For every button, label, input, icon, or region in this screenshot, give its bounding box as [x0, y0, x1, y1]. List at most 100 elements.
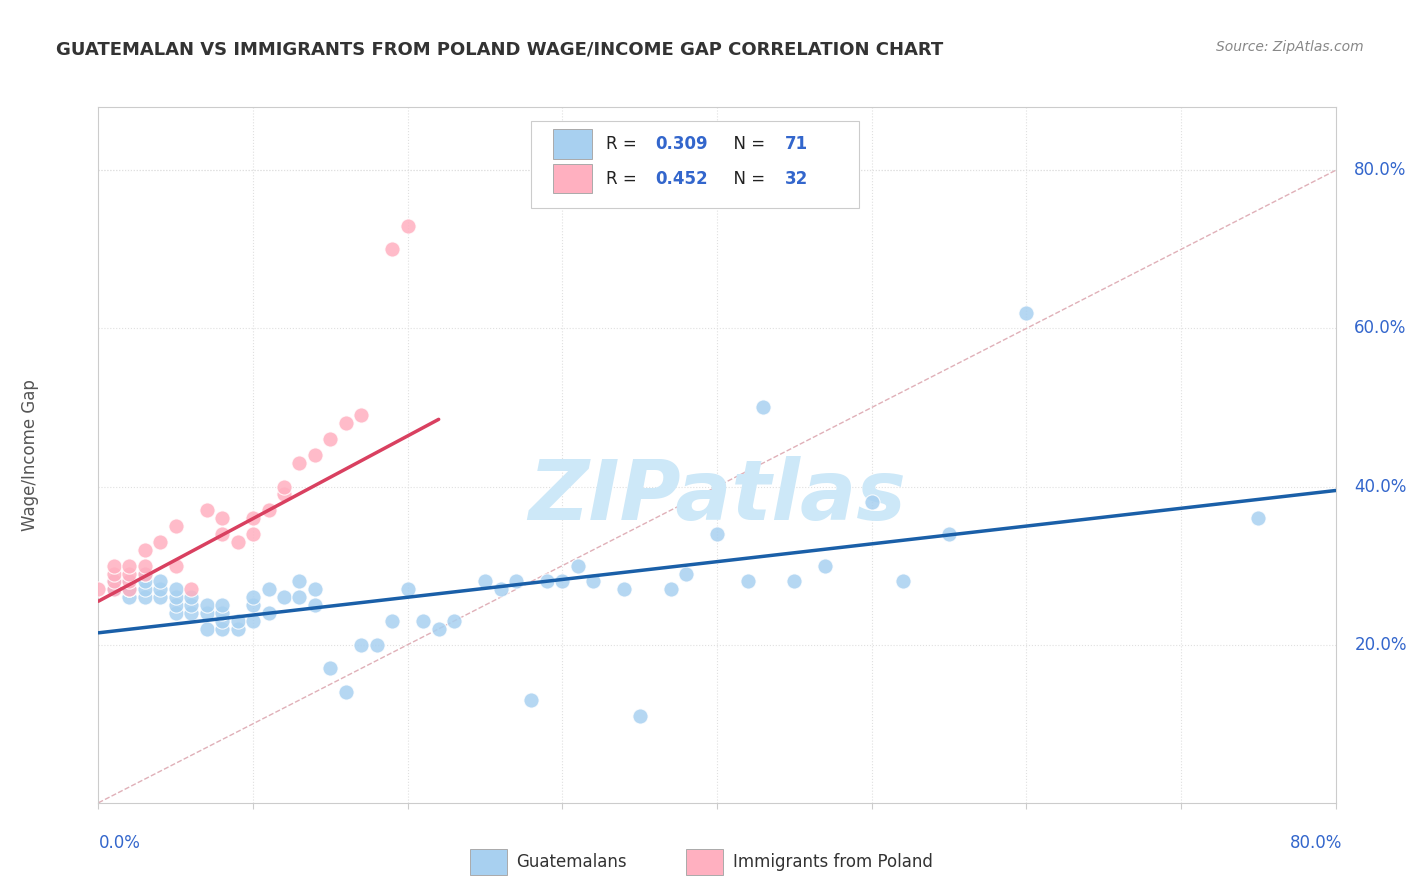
- Point: [551, 574, 574, 589]
- Bar: [470, 848, 506, 875]
- Point: [474, 574, 496, 589]
- Point: [118, 582, 141, 597]
- Point: [366, 638, 388, 652]
- Point: [211, 622, 233, 636]
- Point: [87, 582, 110, 597]
- Point: [180, 582, 202, 597]
- Point: [242, 598, 264, 612]
- Point: [195, 503, 218, 517]
- Text: GUATEMALAN VS IMMIGRANTS FROM POLAND WAGE/INCOME GAP CORRELATION CHART: GUATEMALAN VS IMMIGRANTS FROM POLAND WAG…: [56, 40, 943, 58]
- Text: 0.0%: 0.0%: [98, 834, 141, 852]
- Point: [335, 417, 357, 431]
- Point: [628, 708, 651, 723]
- Point: [335, 685, 357, 699]
- Point: [242, 591, 264, 605]
- Point: [103, 582, 125, 597]
- Point: [412, 614, 434, 628]
- Point: [118, 591, 141, 605]
- Point: [165, 558, 187, 573]
- Text: Immigrants from Poland: Immigrants from Poland: [733, 853, 934, 871]
- Text: Wage/Income Gap: Wage/Income Gap: [21, 379, 39, 531]
- Bar: [553, 164, 592, 194]
- Text: R =: R =: [606, 135, 641, 153]
- Point: [134, 574, 156, 589]
- Point: [134, 558, 156, 573]
- Point: [226, 534, 249, 549]
- Point: [288, 456, 311, 470]
- Point: [195, 622, 218, 636]
- Point: [520, 693, 543, 707]
- Point: [118, 582, 141, 597]
- Point: [273, 479, 295, 493]
- Point: [938, 527, 960, 541]
- Point: [149, 582, 172, 597]
- Point: [1247, 511, 1270, 525]
- Point: [273, 591, 295, 605]
- Point: [257, 582, 280, 597]
- Point: [257, 606, 280, 620]
- Text: 40.0%: 40.0%: [1354, 477, 1406, 496]
- Point: [103, 582, 125, 597]
- Point: [165, 591, 187, 605]
- Point: [165, 582, 187, 597]
- Point: [180, 591, 202, 605]
- Text: ZIPatlas: ZIPatlas: [529, 456, 905, 537]
- Text: N =: N =: [723, 169, 770, 187]
- Point: [211, 606, 233, 620]
- Text: 71: 71: [785, 135, 808, 153]
- Point: [118, 582, 141, 597]
- Point: [1015, 305, 1038, 319]
- Text: 0.309: 0.309: [655, 135, 707, 153]
- Point: [350, 638, 373, 652]
- Point: [134, 566, 156, 581]
- Point: [149, 574, 172, 589]
- Point: [211, 511, 233, 525]
- Point: [118, 574, 141, 589]
- Point: [489, 582, 512, 597]
- Point: [165, 606, 187, 620]
- Point: [381, 243, 404, 257]
- Point: [242, 511, 264, 525]
- FancyBboxPatch shape: [531, 121, 859, 208]
- Point: [752, 401, 775, 415]
- Point: [242, 527, 264, 541]
- Point: [814, 558, 837, 573]
- Point: [226, 622, 249, 636]
- Point: [613, 582, 636, 597]
- Point: [118, 574, 141, 589]
- Point: [505, 574, 527, 589]
- Point: [582, 574, 605, 589]
- Point: [257, 503, 280, 517]
- Point: [211, 598, 233, 612]
- Point: [180, 606, 202, 620]
- Point: [536, 574, 558, 589]
- Point: [103, 574, 125, 589]
- Text: Guatemalans: Guatemalans: [516, 853, 627, 871]
- Text: 80.0%: 80.0%: [1354, 161, 1406, 179]
- Point: [304, 448, 326, 462]
- Point: [149, 591, 172, 605]
- Point: [103, 566, 125, 581]
- Point: [737, 574, 759, 589]
- Point: [659, 582, 682, 597]
- Text: R =: R =: [606, 169, 641, 187]
- Point: [304, 582, 326, 597]
- Point: [288, 574, 311, 589]
- Point: [396, 582, 419, 597]
- Point: [134, 582, 156, 597]
- Bar: [553, 129, 592, 159]
- Point: [211, 527, 233, 541]
- Point: [226, 614, 249, 628]
- Text: N =: N =: [723, 135, 770, 153]
- Point: [180, 598, 202, 612]
- Point: [103, 558, 125, 573]
- Bar: [686, 848, 723, 875]
- Point: [381, 614, 404, 628]
- Point: [103, 582, 125, 597]
- Point: [195, 606, 218, 620]
- Point: [443, 614, 465, 628]
- Text: 32: 32: [785, 169, 808, 187]
- Point: [891, 574, 914, 589]
- Point: [134, 566, 156, 581]
- Point: [706, 527, 728, 541]
